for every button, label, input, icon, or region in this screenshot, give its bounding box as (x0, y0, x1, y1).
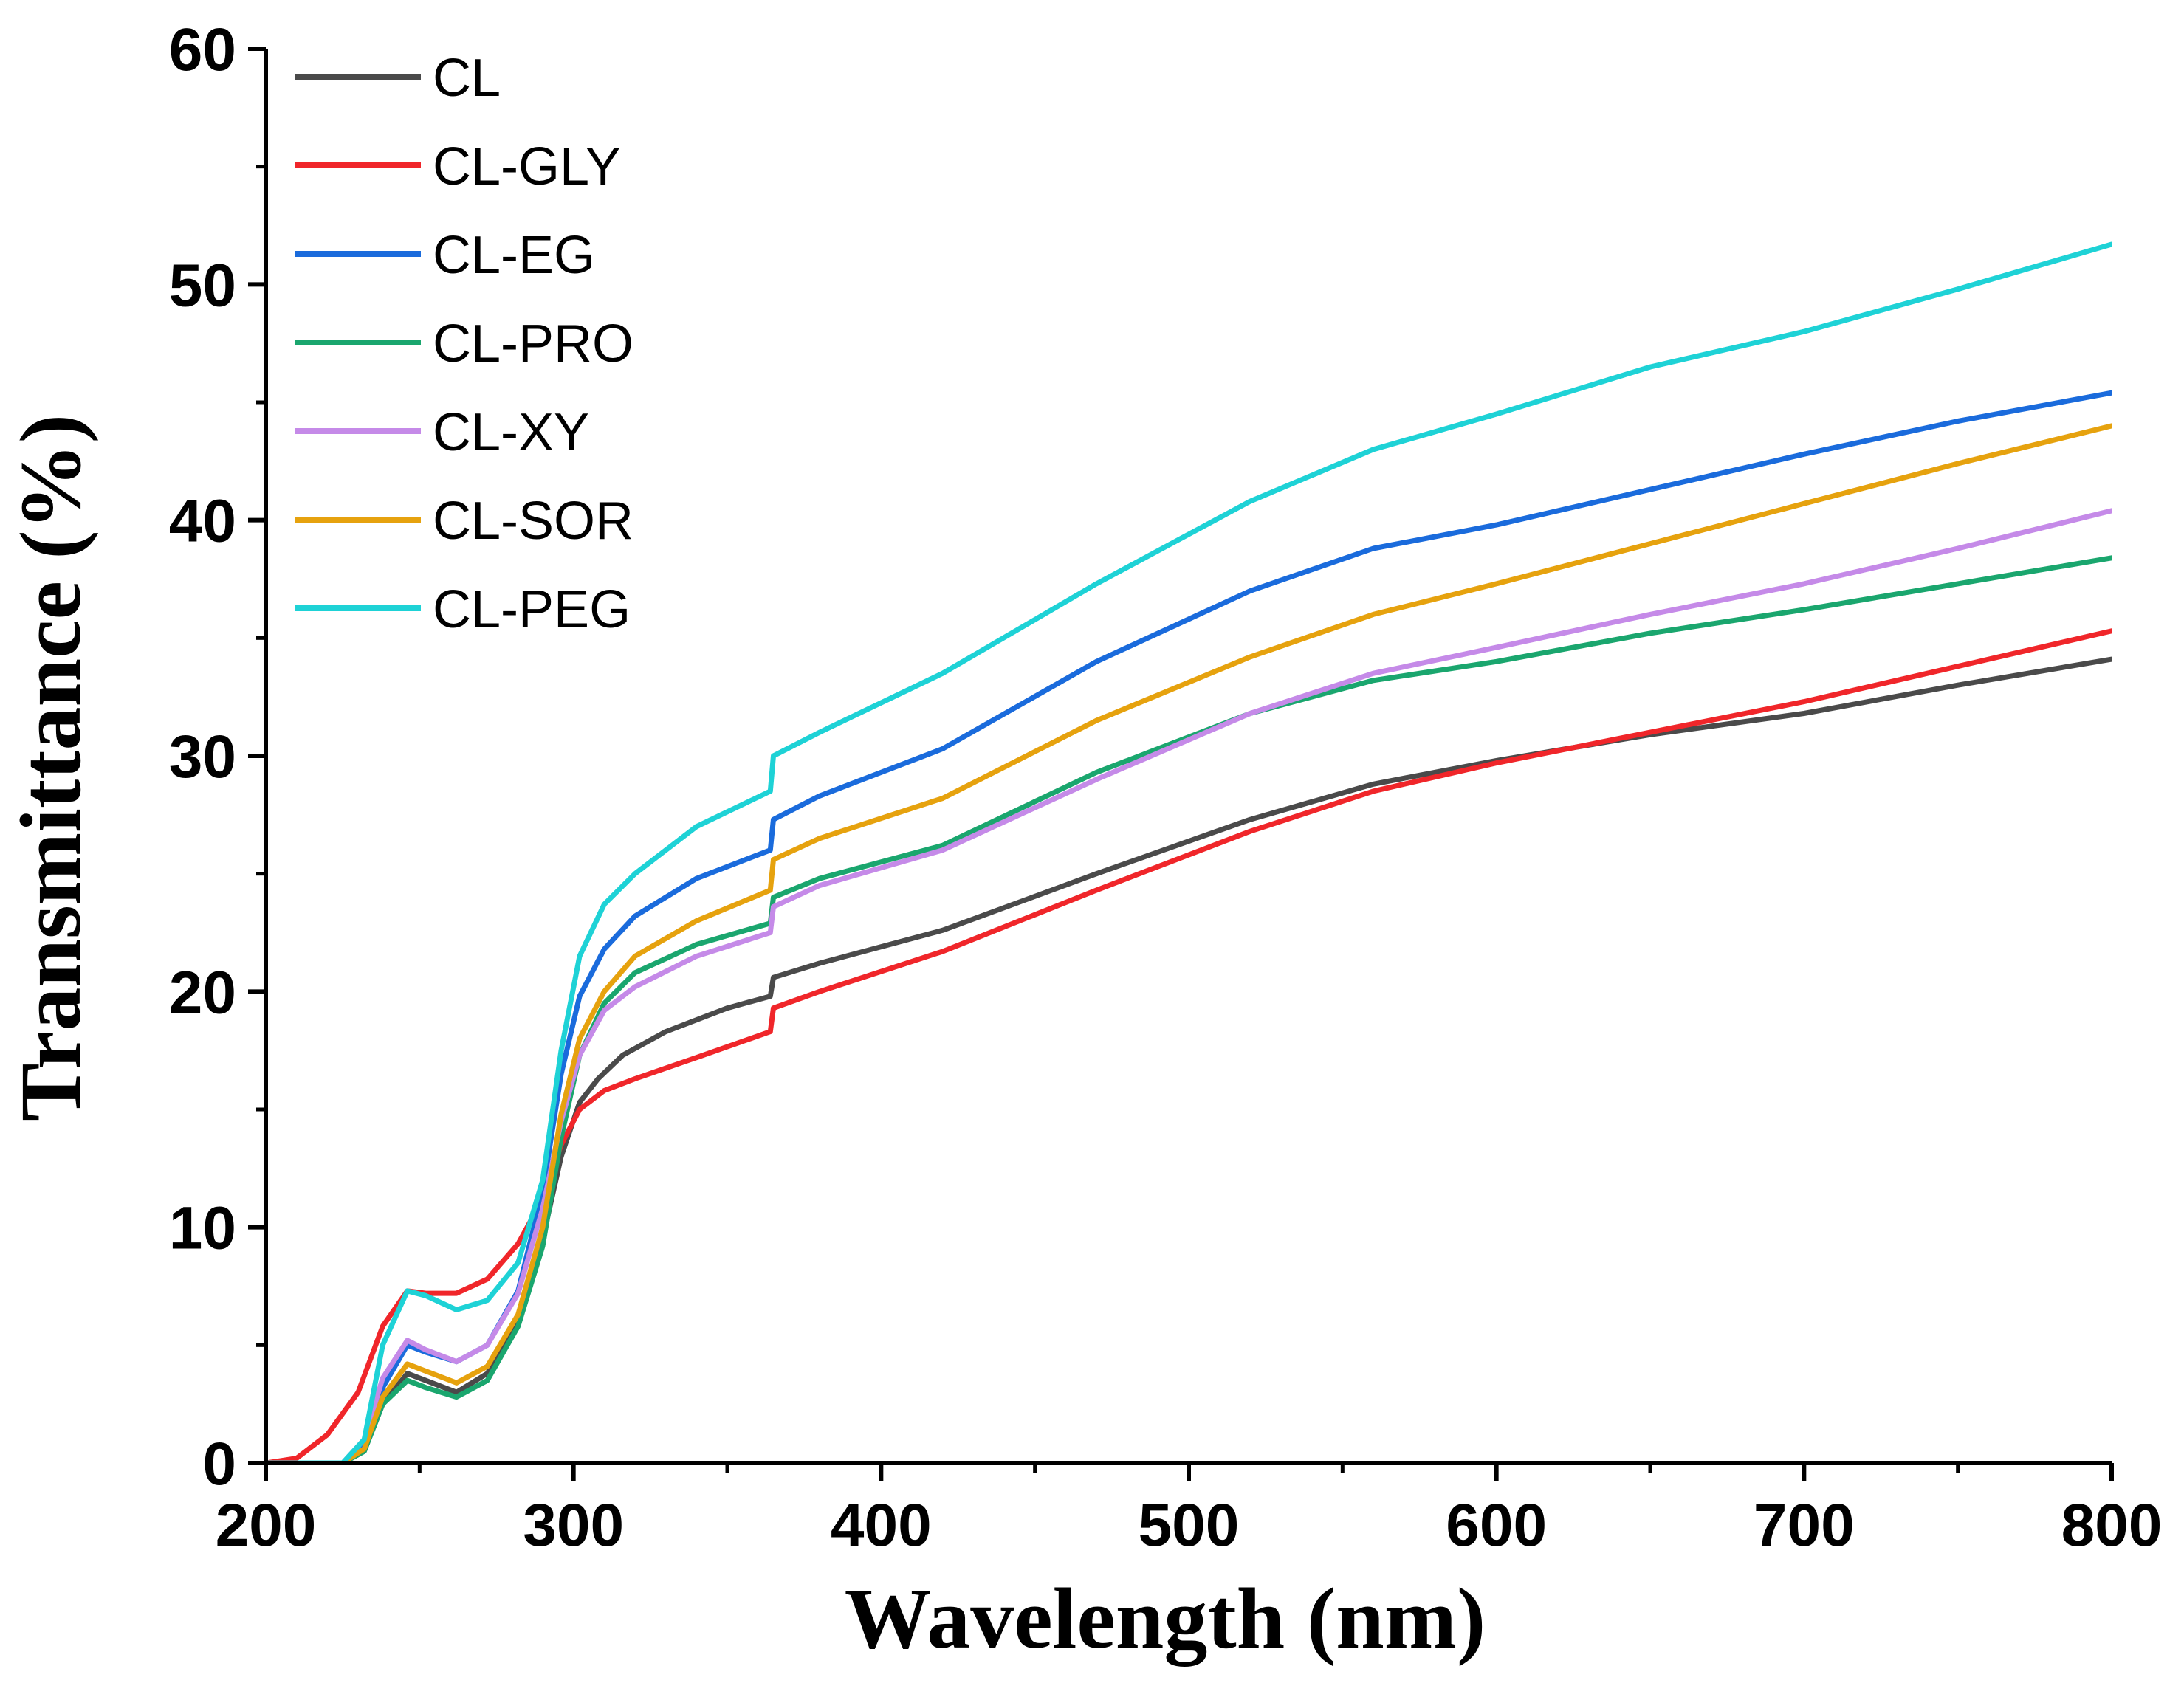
axes-layer: 200 300 400 500 600 700 800 0 10 20 30 40 50 60 (169, 16, 2163, 1559)
legend-label: CL-XY (433, 403, 589, 462)
series-line-cl (266, 656, 2112, 1463)
series-line-cl-peg (266, 241, 2112, 1463)
y-tick-label: 0 (202, 1431, 236, 1498)
legend-label: CL-SOR (433, 492, 633, 551)
series-line-cl-xy (266, 508, 2112, 1463)
y-tick-label: 10 (169, 1195, 236, 1262)
series-line-cl-pro (266, 555, 2112, 1463)
legend-label: CL (433, 49, 501, 108)
x-tick-label: 600 (1446, 1492, 1547, 1559)
y-tick-label: 50 (169, 252, 236, 319)
x-tick-label: 400 (831, 1492, 932, 1559)
series-layer (266, 241, 2112, 1463)
x-tick-label: 500 (1139, 1492, 1240, 1559)
y-tick-label: 20 (169, 959, 236, 1026)
legend-item-cl: CL (295, 49, 501, 108)
legend-label: CL-PRO (433, 314, 633, 374)
x-tick-label: 300 (523, 1492, 624, 1559)
legend-item-cl-eg: CL-EG (295, 226, 595, 285)
legend-label: CL-EG (433, 226, 595, 285)
legend: CL CL-GLY CL-EG CL-PRO CL-XY CL-SOR CL-PEG (295, 49, 633, 639)
x-tick-label: 800 (2061, 1492, 2163, 1559)
x-tick-label: 200 (216, 1492, 317, 1559)
legend-label: CL-GLY (433, 137, 621, 196)
series-line-cl-eg (266, 390, 2112, 1463)
legend-item-cl-peg: CL-PEG (295, 580, 631, 639)
legend-item-cl-gly: CL-GLY (295, 137, 621, 196)
y-axis-title: Transmittance (%) (2, 414, 99, 1121)
legend-label: CL-PEG (433, 580, 631, 639)
y-tick-label: 40 (169, 488, 236, 555)
series-line-cl-sor (266, 423, 2112, 1463)
legend-item-cl-sor: CL-SOR (295, 492, 633, 551)
x-tick-label: 700 (1754, 1492, 1855, 1559)
series-line-cl-gly (266, 628, 2112, 1463)
legend-item-cl-pro: CL-PRO (295, 314, 633, 374)
legend-item-cl-xy: CL-XY (295, 403, 589, 462)
x-axis-title: Wavelength (nm) (845, 1570, 1486, 1667)
y-tick-label: 60 (169, 16, 236, 83)
y-tick-label: 30 (169, 723, 236, 791)
